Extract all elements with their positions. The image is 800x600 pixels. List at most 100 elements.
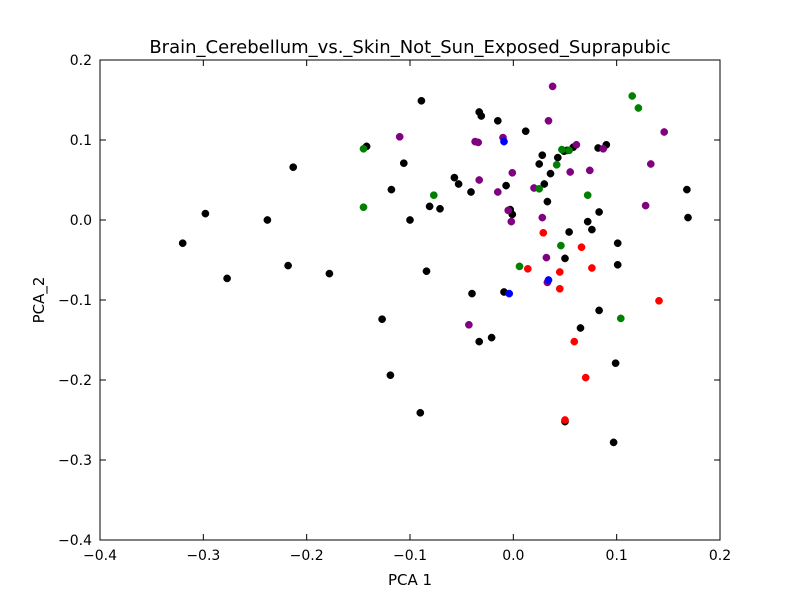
data-point	[465, 320, 473, 329]
data-point	[263, 216, 272, 224]
data-point	[201, 209, 210, 218]
data-point	[493, 188, 502, 196]
data-point	[613, 239, 622, 248]
data-point	[566, 168, 575, 176]
x-tick-label: −0.3	[186, 548, 220, 564]
data-point	[507, 217, 516, 226]
data-point	[628, 92, 637, 100]
data-point	[540, 180, 549, 188]
data-point	[475, 337, 484, 346]
data-point	[655, 296, 663, 305]
data-point	[565, 146, 573, 155]
data-point	[616, 314, 625, 323]
data-point	[565, 228, 573, 236]
data-point	[436, 204, 444, 213]
data-point	[467, 188, 475, 196]
data-point	[535, 184, 544, 193]
data-point	[641, 201, 650, 210]
data-point	[416, 408, 425, 417]
data-point	[505, 289, 514, 298]
x-tick-label: −0.2	[290, 548, 324, 564]
x-tick-label: 0.1	[606, 548, 628, 564]
data-point	[223, 274, 231, 283]
x-tick-label: 0.2	[709, 548, 731, 564]
axis-ticks: −0.4 −0.3 −0.2 −0.1 0.0 0.1 0.2 −0.4 −0.3 −0.2 −0.…	[58, 53, 731, 564]
plot-frame	[99, 59, 721, 541]
data-point	[523, 264, 532, 273]
data-point	[588, 264, 596, 272]
y-tick-label: −0.2	[58, 373, 92, 389]
x-axis-label: PCA 1	[388, 571, 432, 589]
data-points	[178, 82, 692, 447]
data-point	[561, 254, 569, 263]
y-tick-label: 0.2	[70, 53, 92, 69]
data-point	[595, 208, 603, 216]
data-point	[521, 127, 530, 136]
data-point	[178, 239, 187, 248]
x-tick-label: −0.4	[83, 548, 117, 564]
data-point	[555, 268, 564, 276]
data-point	[387, 185, 396, 194]
data-point	[583, 217, 592, 226]
data-point	[553, 153, 562, 162]
y-axis-label: PCA_2	[30, 277, 49, 324]
data-point	[487, 333, 496, 342]
data-point	[538, 151, 547, 160]
data-point	[570, 337, 579, 346]
data-point	[395, 132, 404, 141]
data-point	[399, 159, 408, 168]
data-point	[378, 315, 386, 324]
data-point	[500, 137, 508, 146]
data-point	[660, 128, 669, 136]
data-point	[359, 203, 368, 212]
data-point	[544, 116, 553, 125]
data-point	[359, 144, 368, 153]
data-point	[474, 138, 483, 147]
data-point	[555, 284, 564, 293]
data-point	[585, 166, 594, 175]
data-point	[284, 261, 292, 270]
data-point	[561, 416, 569, 424]
data-point	[454, 180, 463, 188]
data-point	[588, 225, 596, 234]
data-point	[557, 241, 565, 250]
data-point	[599, 144, 608, 153]
data-point	[546, 169, 555, 178]
data-point	[572, 140, 581, 149]
data-point	[544, 276, 553, 284]
data-point	[558, 145, 566, 154]
data-point	[425, 202, 434, 211]
data-point	[595, 306, 603, 315]
y-tick-label: −0.1	[58, 293, 92, 309]
data-point	[683, 185, 691, 194]
data-point	[613, 260, 622, 269]
data-point	[609, 438, 618, 447]
data-point	[502, 181, 510, 190]
chart-title: Brain_Cerebellum_vs._Skin_Not_Sun_Expose…	[149, 37, 670, 58]
data-point	[634, 104, 643, 112]
y-tick-label: 0.0	[70, 213, 92, 229]
data-point	[539, 228, 548, 237]
data-point	[508, 168, 517, 177]
data-point	[548, 82, 557, 91]
data-point	[450, 173, 459, 182]
data-point	[515, 262, 524, 271]
data-point	[325, 269, 334, 278]
data-point	[417, 96, 426, 105]
data-point	[543, 197, 552, 206]
y-tick-label: 0.1	[70, 133, 92, 149]
x-tick-label: −0.1	[393, 548, 427, 564]
data-point	[611, 359, 620, 368]
data-point	[577, 243, 586, 252]
data-point	[552, 160, 561, 169]
data-point	[477, 112, 486, 120]
data-point	[581, 373, 590, 382]
data-point	[583, 191, 592, 200]
data-point	[504, 206, 513, 215]
data-point	[468, 289, 476, 298]
data-point	[289, 163, 298, 172]
data-point	[535, 160, 544, 168]
x-tick-label: 0.0	[502, 548, 524, 564]
data-point	[429, 191, 438, 200]
